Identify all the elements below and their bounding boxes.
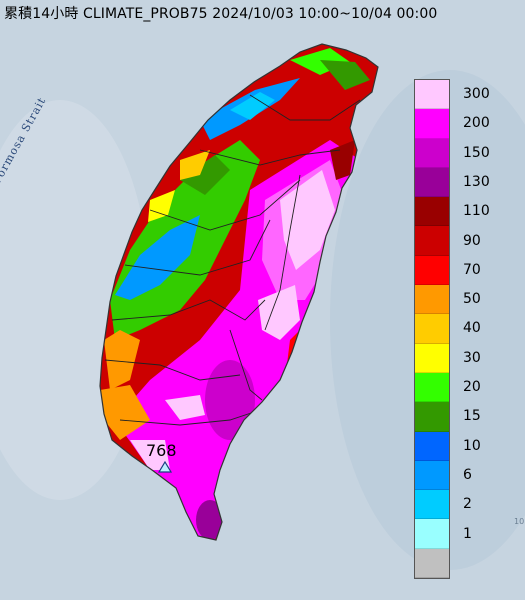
- triangle-marker-icon: [158, 461, 172, 473]
- legend-swatch: [415, 226, 449, 256]
- legend-swatch: [415, 431, 449, 461]
- legend-swatch: [415, 167, 449, 198]
- legend-label: 1: [463, 525, 472, 542]
- legend-swatch: [415, 80, 449, 110]
- legend-swatch: [415, 138, 449, 168]
- legend-label: 30: [463, 349, 481, 366]
- legend-label: 70: [463, 261, 481, 278]
- legend-swatch: [415, 343, 449, 373]
- legend-swatch: [415, 490, 449, 520]
- legend-label: 40: [463, 320, 481, 337]
- legend-label: 150: [463, 144, 490, 161]
- legend-swatch: [415, 314, 449, 344]
- legend-label: 130: [463, 173, 490, 190]
- admin-boundaries: [104, 94, 361, 426]
- max-value-label: 768: [146, 441, 177, 460]
- legend-label: 6: [463, 466, 472, 483]
- legend-label: 90: [463, 232, 481, 249]
- legend-swatch: [415, 460, 449, 491]
- legend-swatch: [415, 519, 449, 549]
- legend-swatch: [415, 285, 449, 315]
- legend-label: 15: [463, 408, 481, 425]
- legend-swatch: [415, 255, 449, 286]
- legend-label: 110: [463, 203, 490, 220]
- taiwan-outline: [99, 43, 379, 541]
- legend-label: 2: [463, 496, 472, 513]
- legend-label: 50: [463, 291, 481, 308]
- legend-label: 300: [463, 86, 490, 102]
- legend-swatch: [415, 372, 449, 403]
- legend-swatch: [415, 548, 449, 579]
- map-title: 累積14小時 CLIMATE_PROB75 2024/10/03 10:00~1…: [4, 6, 438, 22]
- edge-text: 10: [514, 517, 525, 526]
- legend-label: 20: [463, 379, 481, 395]
- legend-label: 200: [463, 115, 490, 132]
- legend-swatch: [415, 109, 449, 139]
- legend-swatch: [415, 402, 449, 432]
- legend-swatch: [415, 197, 449, 227]
- color-legend: [414, 79, 450, 580]
- legend-label: 10: [463, 437, 481, 454]
